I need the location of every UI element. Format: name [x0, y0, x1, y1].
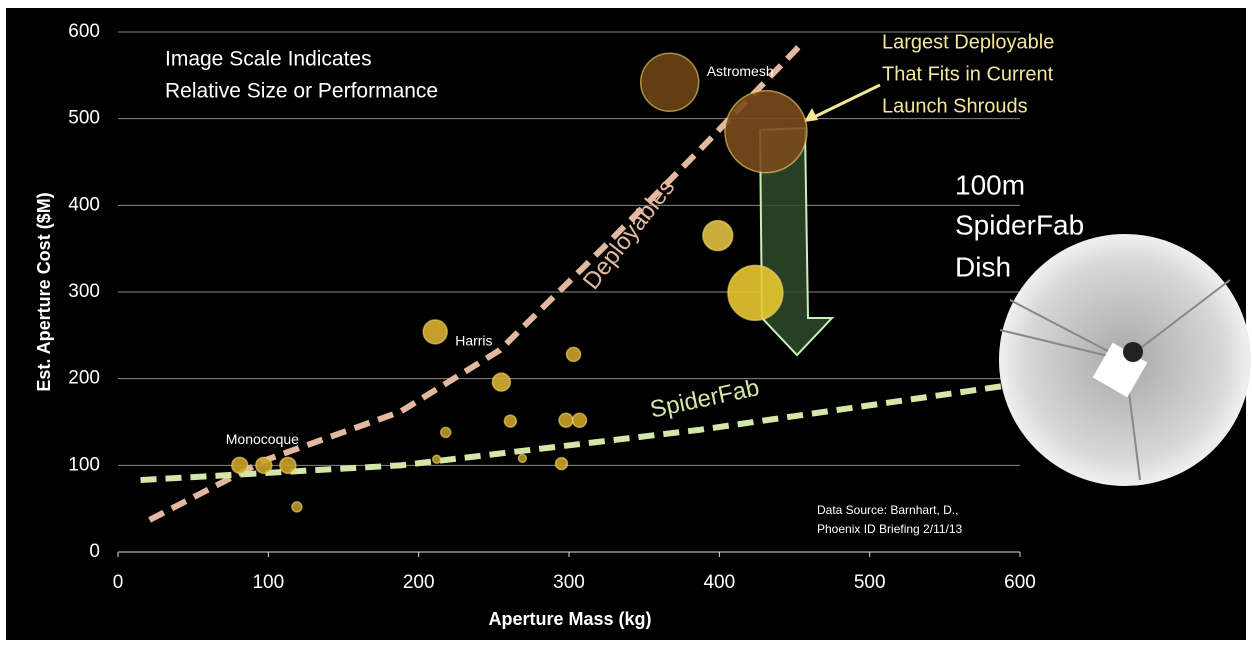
dish-struts	[999, 279, 1231, 481]
point	[571, 412, 588, 429]
point	[503, 414, 518, 428]
x-tick-label: 600	[1004, 572, 1036, 593]
y-axis-title: Est. Aperture Cost ($M)	[34, 192, 54, 391]
y-tick-label: 500	[68, 108, 100, 129]
y-tick-label: 600	[68, 21, 100, 42]
x-tick-label: 400	[703, 572, 735, 593]
points: Monocoque Harris Astromesh	[226, 52, 808, 513]
x-tick-label: 100	[252, 572, 284, 593]
y-tick-label: 300	[68, 281, 100, 302]
point	[439, 426, 452, 439]
annotation: Image Scale Indicates	[165, 48, 372, 71]
point	[702, 219, 734, 252]
point	[255, 456, 273, 475]
point	[422, 319, 448, 345]
y-tick-label: 100	[68, 454, 100, 475]
pointer-head	[804, 108, 818, 122]
annotation: That Fits in Current	[882, 63, 1054, 85]
pointer-arrow	[807, 83, 881, 122]
annotation: Largest Deployable	[882, 31, 1054, 53]
x-tick-label: 500	[854, 572, 886, 593]
point	[517, 453, 528, 464]
grid: 0 100 200 300 400 500 600 0 100 200 300 400 500 600	[68, 21, 1036, 593]
annotation: Launch Shrouds	[882, 95, 1028, 117]
point	[279, 456, 297, 475]
point	[639, 52, 700, 113]
point	[558, 412, 574, 429]
point-label: Monocoque	[226, 431, 299, 447]
point	[491, 372, 512, 392]
y-tick-label: 0	[89, 541, 100, 562]
point	[724, 89, 808, 174]
annotation: SpiderFab	[955, 209, 1084, 240]
x-tick-label: 200	[403, 572, 435, 593]
point	[231, 456, 249, 475]
x-axis-title: Aperture Mass (kg)	[488, 609, 651, 629]
annotation: 100m	[955, 169, 1025, 200]
point-label: Harris	[455, 333, 492, 349]
dish-feed	[1123, 342, 1143, 362]
trend-line	[140, 371, 1086, 484]
point	[727, 264, 784, 322]
annotation: Dish	[955, 251, 1011, 282]
x-tick-label: 0	[113, 572, 124, 593]
x-tick-label: 300	[553, 572, 585, 593]
point	[291, 501, 303, 513]
annotation: Relative Size or Performance	[165, 80, 438, 103]
point	[554, 456, 569, 471]
annotation: Phoenix ID Briefing 2/11/13	[817, 522, 963, 536]
point-label: Astromesh	[707, 63, 774, 79]
point	[431, 454, 442, 465]
y-tick-label: 200	[68, 368, 100, 389]
point	[565, 346, 582, 363]
annotation: Data Source: Barnhart, D.,	[817, 503, 958, 517]
y-tick-label: 400	[68, 194, 100, 215]
